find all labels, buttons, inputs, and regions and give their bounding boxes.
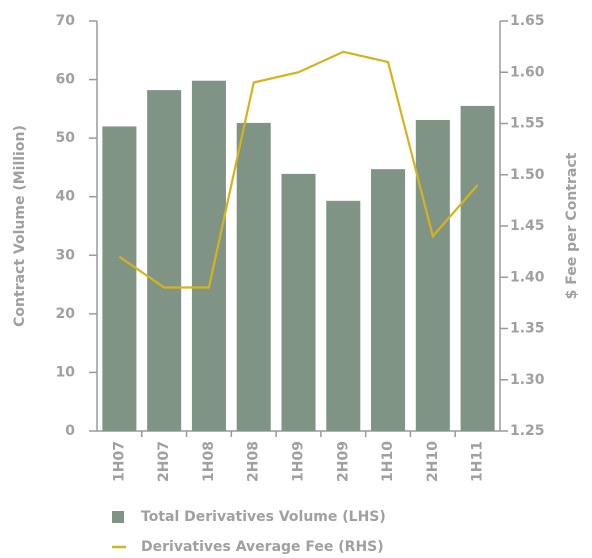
y2-tick-label: 1.50: [510, 167, 545, 183]
x-tick-label: 1H11: [470, 441, 486, 482]
y-tick-label: 70: [56, 13, 76, 29]
y2-tick-label: 1.25: [510, 423, 545, 439]
y-tick-label: 40: [56, 189, 76, 205]
bar: [371, 169, 406, 431]
x-tick-label: 1H08: [201, 441, 217, 482]
x-tick-label: 2H07: [156, 441, 172, 482]
y2-tick-label: 1.45: [510, 218, 545, 234]
y-tick-label: 60: [56, 72, 76, 88]
bar: [147, 90, 182, 431]
x-tick-label: 2H08: [246, 441, 262, 482]
x-tick-label: 1H07: [111, 441, 127, 482]
y-tick-label: 30: [56, 247, 76, 263]
y2-tick-label: 1.35: [510, 321, 545, 337]
x-tick-label: 1H10: [380, 441, 396, 482]
y2-tick-label: 1.30: [510, 372, 545, 388]
legend-label: Total Derivatives Volume (LHS): [141, 509, 386, 525]
y2-tick-label: 1.60: [510, 64, 545, 80]
y-tick-label: 10: [56, 364, 76, 380]
y2-tick-label: 1.65: [510, 13, 545, 29]
y-tick-label: 50: [56, 130, 76, 146]
bar: [460, 105, 495, 431]
y-tick-label: 0: [65, 423, 75, 439]
bar: [415, 119, 450, 431]
y-axis-label: Contract Volume (Million): [12, 125, 28, 327]
legend-label: Derivatives Average Fee (RHS): [141, 539, 384, 555]
legend-swatch: [112, 511, 124, 523]
x-tick-label: 1H09: [291, 441, 307, 482]
line: [118, 50, 479, 289]
y2-tick-label: 1.55: [510, 116, 545, 132]
bar: [326, 200, 361, 431]
bar: [236, 122, 271, 432]
y2-tick-label: 1.40: [510, 269, 545, 285]
x-tick-label: 2H10: [425, 441, 441, 482]
bar: [191, 80, 226, 431]
bar: [102, 126, 137, 431]
x-tick-label: 2H09: [335, 441, 351, 482]
bar: [281, 173, 316, 431]
y2-axis-label: $ Fee per Contract: [564, 152, 580, 299]
y-tick-label: 20: [56, 306, 76, 322]
